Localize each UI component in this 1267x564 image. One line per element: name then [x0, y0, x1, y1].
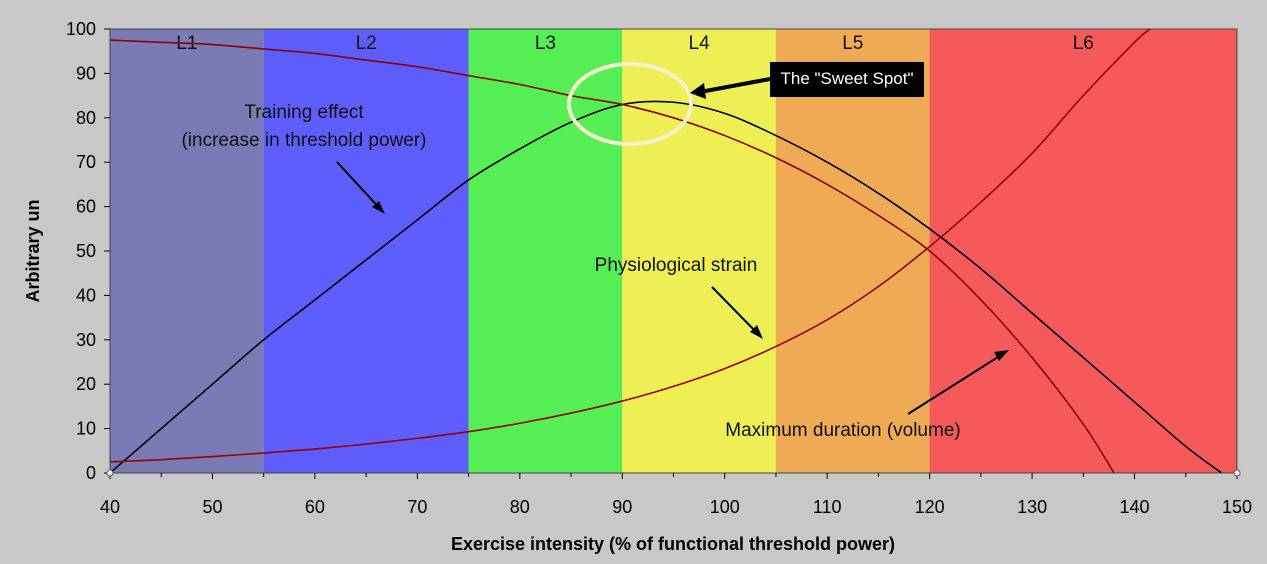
y-tick-label: 40: [76, 285, 96, 305]
series-lines: [109, 28, 1223, 474]
x-tick-label: 100: [710, 497, 740, 517]
training-effect-label-line2: (increase in threshold power): [181, 130, 426, 151]
zone-l4-label: L4: [689, 33, 711, 54]
strain-label: Physiological strain: [595, 255, 758, 276]
x-tick-label: 80: [510, 497, 530, 517]
zone-bands: [110, 29, 1237, 473]
y-tick-label: 0: [86, 463, 96, 483]
training-effect-arrow: [336, 161, 384, 213]
y-tick-label: 90: [76, 63, 96, 83]
x-tick-label: 130: [1017, 497, 1047, 517]
x-tick-label: 40: [100, 497, 120, 517]
x-tick-label: 50: [202, 497, 222, 517]
physiological-strain-line: [109, 28, 1151, 463]
axes: 40 50 60 70 80 90 100 110 120 130 140 150 0 10 20 30 40 5…: [66, 19, 1252, 517]
x-tick-label: 90: [612, 497, 632, 517]
x-tick-label: 70: [407, 497, 427, 517]
duration-arrowhead: [994, 350, 1009, 361]
y-tick-label: 100: [66, 19, 96, 39]
x-tick-label: 110: [813, 497, 842, 517]
x-tick-label: 140: [1120, 497, 1150, 517]
zone-l5-label: L5: [842, 33, 863, 54]
zone-l3-band: [468, 29, 623, 473]
y-tick-label: 70: [76, 152, 96, 172]
y-tick-label: 10: [76, 419, 96, 439]
sweet-spot-label-box: [770, 62, 924, 97]
y-tick-label: 50: [76, 241, 96, 261]
axis-origin-marker: [106, 469, 114, 477]
sweet-spot-label: The "Sweet Spot": [780, 69, 913, 88]
y-tick-label: 60: [76, 197, 96, 217]
zone-l2-band: [263, 29, 469, 473]
y-tick-label: 80: [76, 108, 96, 128]
zone-l6-label: L6: [1073, 33, 1094, 54]
sweet-spot-arrow: [699, 77, 771, 94]
x-tick-label: 60: [305, 497, 325, 517]
zone-l3-label: L3: [535, 33, 556, 54]
zone-l5-band: [775, 29, 930, 473]
zone-l4-band: [622, 29, 776, 473]
training-effect-line: [109, 100, 1223, 474]
sweet-spot-arrowhead: [690, 83, 706, 99]
strain-arrow: [711, 286, 761, 337]
zone-l6-band: [929, 29, 1237, 473]
strain-arrowhead: [750, 325, 763, 339]
x-axis-label: Exercise intensity (% of functional thre…: [451, 534, 895, 554]
x-tick-label: 150: [1222, 497, 1252, 517]
y-axis-label: Arbitrary un: [23, 199, 43, 302]
y-tick-label: 30: [76, 330, 96, 350]
training-effect-arrowhead: [372, 201, 385, 214]
zone-l1-band: [110, 29, 264, 473]
x-tick-label: 120: [915, 497, 945, 517]
y-tick-label: 20: [76, 374, 96, 394]
sweet-spot-ellipse: [567, 62, 693, 146]
duration-arrow: [907, 351, 1007, 415]
maximum-duration-line: [109, 39, 1115, 474]
axis-end-marker: [1233, 469, 1241, 477]
duration-label: Maximum duration (volume): [725, 420, 960, 441]
zone-l2-label: L2: [356, 33, 377, 54]
training-effect-label-line1: Training effect: [244, 102, 364, 123]
